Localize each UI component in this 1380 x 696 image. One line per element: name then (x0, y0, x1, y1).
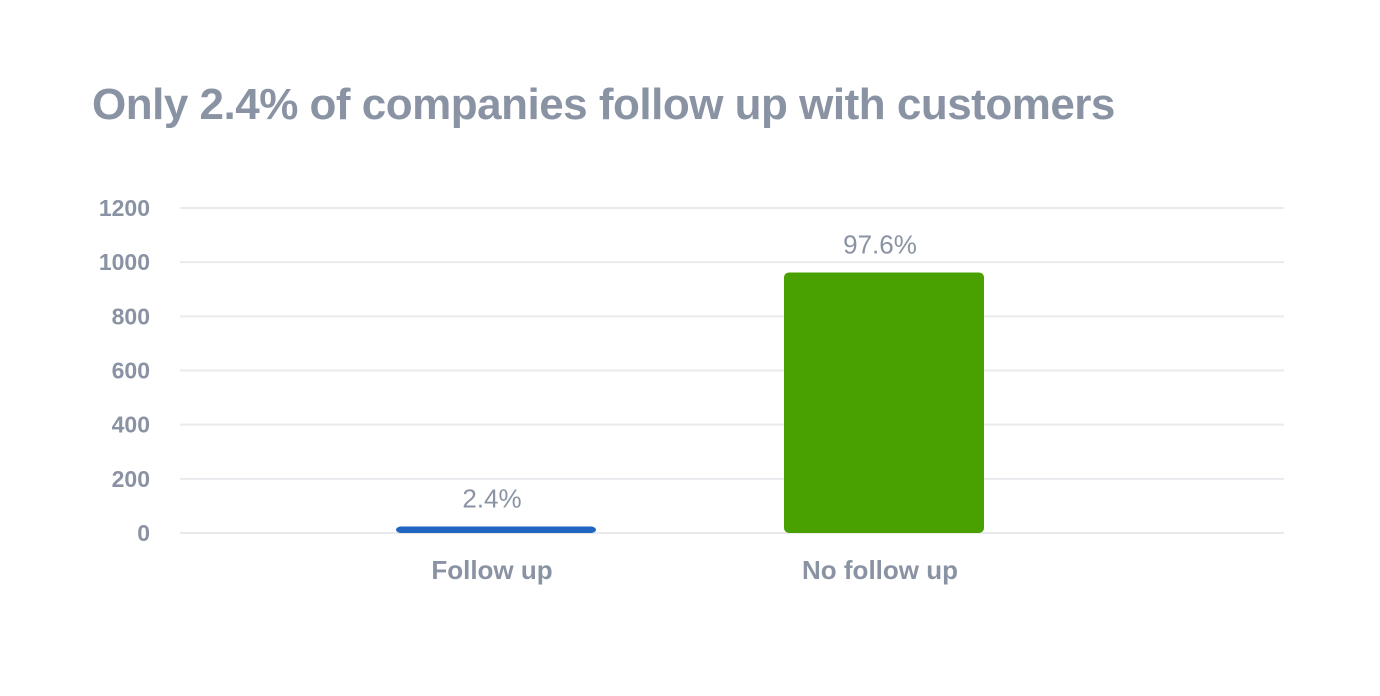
x-axis-category-labels: Follow up No follow up (431, 555, 958, 585)
y-tick-label: 800 (112, 303, 150, 329)
y-tick-label: 0 (137, 520, 150, 546)
data-labels: 2.4% 97.6% (462, 229, 917, 513)
bar-follow-up (396, 526, 596, 533)
gridlines (180, 207, 1284, 534)
y-tick-label: 1200 (99, 195, 150, 221)
category-label: Follow up (431, 555, 552, 585)
chart-title: Only 2.4% of companies follow up with cu… (92, 80, 1115, 129)
y-tick-label: 600 (112, 358, 150, 384)
y-tick-label: 400 (112, 412, 150, 438)
y-tick-label: 1000 (99, 249, 150, 275)
bars (396, 272, 984, 533)
data-label: 97.6% (843, 229, 917, 259)
category-label: No follow up (802, 555, 958, 585)
y-axis-tick-labels: 0 200 400 600 800 1000 1200 (99, 195, 150, 546)
data-label: 2.4% (462, 484, 521, 514)
y-tick-label: 200 (112, 466, 150, 492)
bar-no-follow-up (784, 272, 984, 533)
